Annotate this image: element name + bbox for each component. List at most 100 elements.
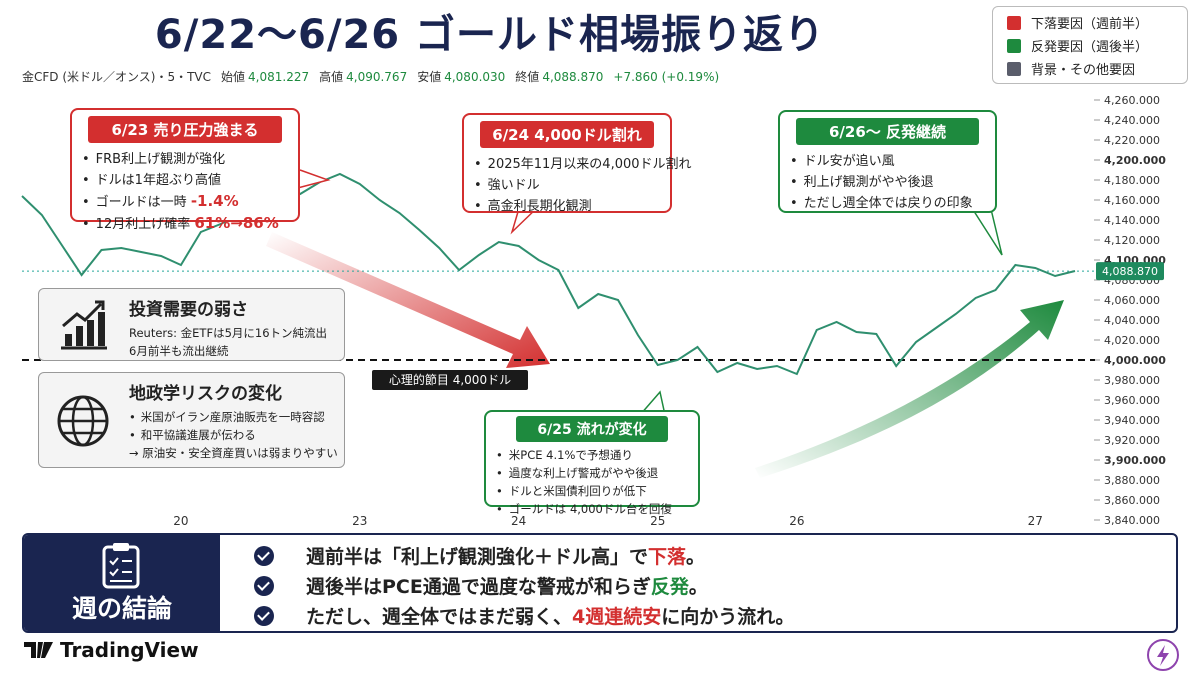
annotation-item: 高金利長期化観測	[474, 196, 660, 217]
annotation-item: ただし週全体では戻りの印象	[790, 193, 985, 214]
conclusion-title: 週の結論	[71, 594, 172, 623]
legend-label: 下落要因（週前半）	[1031, 17, 1149, 32]
up-arrow	[755, 300, 1064, 478]
y-tick-label: 3,900.000	[1104, 454, 1166, 467]
y-tick-label: 3,940.000	[1104, 414, 1160, 427]
annotation: 6/26〜 反発継続ドル安が追い風利上げ観測がやや後退ただし週全体では戻りの印象	[778, 110, 997, 213]
legend-entry: 背景・その他要因	[993, 57, 1187, 80]
annotation-item: ゴールドは 4,000ドル台を回復	[496, 500, 688, 518]
annotation-item: 過度な利上げ警戒がやや後退	[496, 464, 688, 482]
ohlc-label: 安値	[417, 70, 442, 84]
reference-label-bg	[372, 370, 528, 390]
annotation-title: 6/23 売り圧力強まる	[88, 116, 282, 143]
x-tick-label: 27	[1028, 514, 1043, 528]
y-tick-label: 4,160.000	[1104, 194, 1160, 207]
subtitle-bar: 金CFD (米ドル／オンス)・5・TVC 始値 4,081.227 高値 4,090.7…	[22, 68, 729, 85]
subtitle: 金CFD (米ドル／オンス)・5・TVC	[22, 70, 212, 84]
panel-line: → 原油安・安全資産買いは弱まりやすい	[129, 446, 338, 460]
legend-swatch	[1007, 61, 1021, 76]
legend-entry: 下落要因（週前半）	[993, 11, 1187, 34]
y-tick-label: 3,960.000	[1104, 394, 1160, 407]
annotation-text: ドルは1年超ぶり高値	[95, 173, 221, 188]
annotation-title: 6/26〜 反発継続	[796, 118, 979, 145]
annotation-text: ゴールドは一時	[95, 195, 191, 210]
y-tick-label: 4,040.000	[1104, 314, 1160, 327]
panel-icon	[57, 395, 109, 447]
y-tick-label: 4,180.000	[1104, 174, 1160, 187]
annotation-text: ただし週全体では戻りの印象	[803, 196, 973, 211]
ohlc-value: 4,080.030	[444, 70, 506, 84]
annotation-item: 米PCE 4.1%で予想通り	[496, 446, 688, 464]
y-tick-label: 4,140.000	[1104, 214, 1160, 227]
annotation-emphasis: -1.4%	[190, 192, 239, 210]
x-tick-label: 26	[789, 514, 804, 528]
callout-tail	[969, 204, 1003, 256]
ohlc-label: 始値	[221, 70, 246, 84]
brand: TradingView	[24, 638, 199, 662]
y-tick-label: 3,920.000	[1104, 434, 1160, 447]
y-tick-label: 3,840.000	[1104, 514, 1160, 527]
ohlc-label: 高値	[319, 70, 344, 84]
conclusion-text: 週前半は「利上げ観測強化＋ドル高」で	[306, 546, 649, 568]
annotation-text: 米PCE 4.1%で予想通り	[508, 448, 633, 462]
conclusion: 週の結論 週前半は「利上げ観測強化＋ドル高」で 下落。週後半はPCE通過で過度な警…	[22, 533, 1178, 633]
conclusion-item: 週後半はPCE通過で過度な警戒が和らぎ 反発。	[254, 572, 708, 599]
conclusion-text: 。	[686, 546, 706, 568]
check-icon	[254, 605, 274, 626]
brand-name: TradingView	[60, 638, 199, 662]
callout-tail	[639, 390, 666, 416]
y-tick-label: 3,860.000	[1104, 494, 1160, 507]
annotation-item: 12月利上げ確率 61%→86%	[82, 213, 288, 235]
annotation-title: 6/24 4,000ドル割れ	[480, 121, 654, 148]
y-tick-label: 4,220.000	[1104, 134, 1160, 147]
annotation-item: 強いドル	[474, 175, 660, 196]
conclusion-emphasis: 反発	[650, 576, 689, 598]
info-panel: 地政学リスクの変化米国がイラン産原油販売を一時容認和平協議進展が伝わる → 原油安…	[38, 372, 345, 468]
y-tick-label: 4,020.000	[1104, 334, 1160, 347]
reference-label: 心理的節目 4,000ドル	[389, 372, 511, 387]
last-price-box	[1096, 262, 1164, 281]
x-tick-label: 20	[173, 514, 188, 528]
annotation-text: 2025年11月以来の4,000ドル割れ	[487, 157, 692, 172]
panel-icon	[61, 300, 107, 349]
panel-title: 投資需要の弱さ	[129, 300, 248, 320]
annotation-item: FRB利上げ観測が強化	[82, 149, 288, 170]
annotation-text: ゴールドは 4,000ドル台を回復	[508, 502, 672, 516]
brand-logo	[24, 642, 53, 658]
annotation-text: ドルと米国債利回りが低下	[508, 484, 647, 498]
x-tick-label: 23	[352, 514, 367, 528]
conclusion-text: 。	[688, 576, 708, 598]
annotation: 6/24 4,000ドル割れ 2025年11月以来の4,000ドル割れ強いドル高金…	[462, 113, 692, 214]
annotation-emphasis: 61%→86%	[194, 214, 279, 232]
check-icon	[254, 575, 274, 596]
title: 6/22〜6/26 ゴールド相場振り返り	[154, 12, 826, 58]
bolt-icon	[1147, 639, 1179, 671]
annotation-item: ゴールドは一時 -1.4%	[82, 191, 288, 213]
check-icon	[254, 545, 274, 566]
conclusion-emphasis: 下落	[648, 546, 687, 568]
legend-label: 背景・その他要因	[1031, 63, 1136, 78]
ohlc-label: 終値	[515, 70, 540, 84]
ohlc-value: 4,088.870	[542, 70, 604, 84]
annotation-text: 過度な利上げ警戒がやや後退	[508, 466, 659, 480]
legend-entry: 反発要因（週後半）	[993, 34, 1187, 57]
annotation-text: 利上げ観測がやや後退	[803, 175, 934, 190]
annotation-text: 12月利上げ確率	[95, 217, 195, 232]
conclusion-label: 週の結論	[24, 535, 220, 631]
annotation-title: 6/25 流れが変化	[516, 416, 668, 442]
conclusion-text: に向かう流れ。	[661, 606, 795, 628]
change: +7.860 (+0.19%)	[613, 70, 720, 84]
legend: 下落要因（週前半） 反発要因（週後半） 背景・その他要因	[992, 6, 1188, 84]
annotation-text: ドル安が追い風	[803, 154, 895, 169]
down-arrow	[266, 232, 550, 368]
panel-line: 6月前半も流出継続	[129, 344, 229, 358]
legend-label: 反発要因（週後半）	[1031, 40, 1149, 55]
annotation: 6/23 売り圧力強まる FRB利上げ観測が強化ドルは1年超ぶり高値ゴールドは一時…	[70, 108, 300, 232]
panel-title: 地政学リスクの変化	[129, 384, 282, 404]
y-tick-label: 4,260.000	[1104, 94, 1160, 107]
annotation-text: 強いドル	[487, 178, 540, 193]
conclusion-text: ただし、週全体ではまだ弱く、	[306, 606, 573, 628]
y-tick-label: 3,980.000	[1104, 374, 1160, 387]
price-line	[21, 172, 1076, 376]
